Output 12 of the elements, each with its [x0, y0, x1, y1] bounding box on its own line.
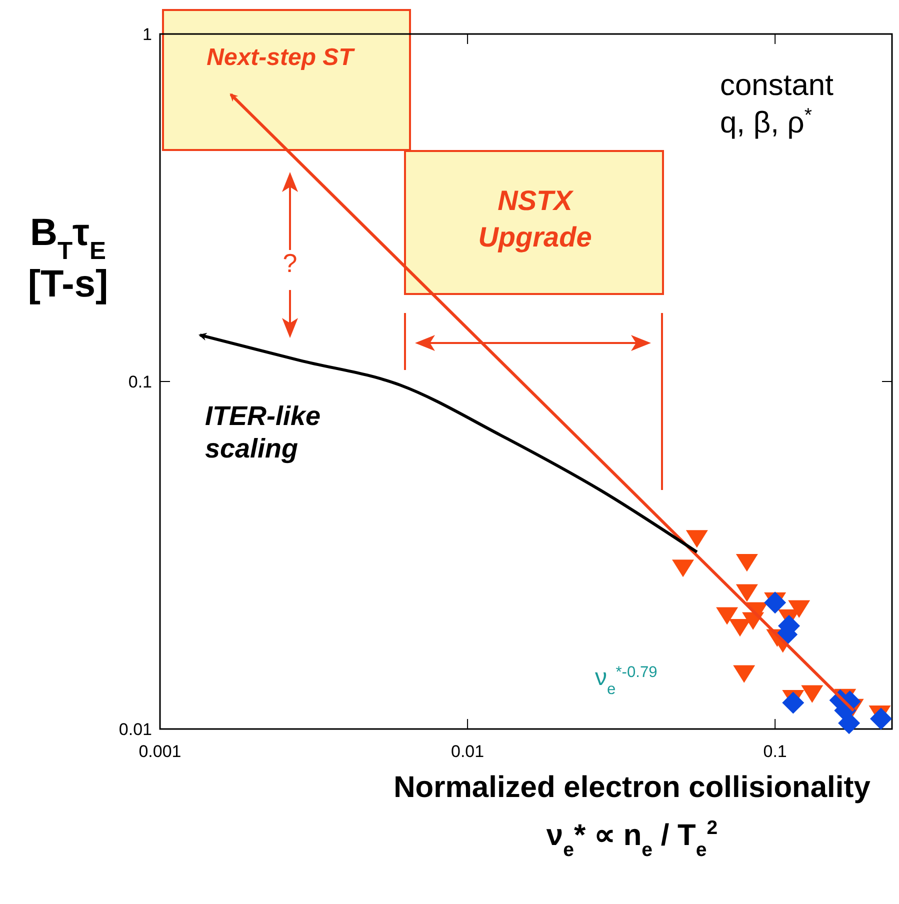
x-tick-label: 0.1 — [763, 742, 787, 761]
y-tick-label: 0.1 — [128, 372, 152, 392]
y-axis-title: B$_{T}$τ$_{E}$ [T-s] — [28, 212, 108, 306]
series-label: ITER-like scaling — [205, 401, 321, 464]
annotation: NSTX Upgrade — [478, 185, 592, 252]
y-tick-label: 0.01 — [118, 720, 152, 739]
annotation: Next-step ST — [206, 44, 356, 71]
annotation: ? — [282, 248, 298, 278]
x-tick-label: 0.001 — [138, 742, 182, 761]
y-tick-label: 1 — [142, 25, 152, 44]
annotation: constant q, β, ρ$^{*}$ — [720, 69, 834, 140]
x-tick-label: 0.01 — [450, 742, 484, 761]
